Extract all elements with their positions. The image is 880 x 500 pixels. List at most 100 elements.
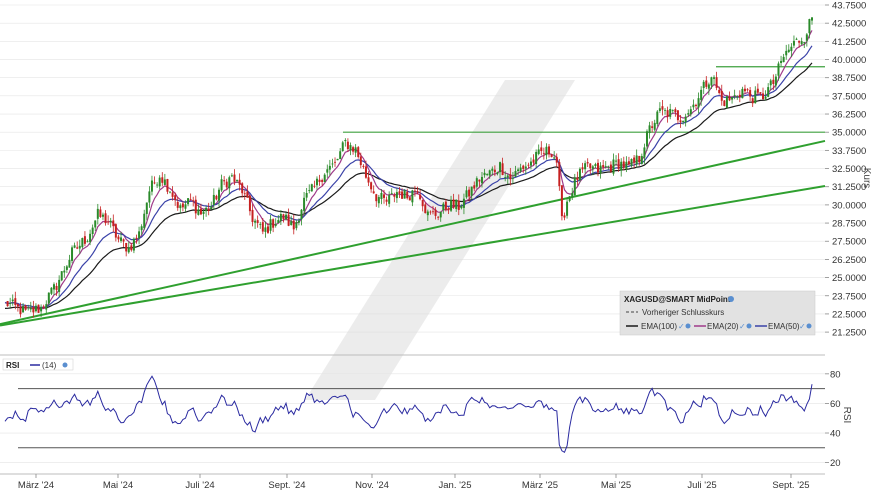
candle xyxy=(653,119,656,132)
candle xyxy=(563,212,566,221)
candle-body xyxy=(310,184,313,192)
candle-body xyxy=(705,80,708,87)
candle-body xyxy=(488,170,491,176)
candle xyxy=(233,169,236,186)
legend-ema20-settings-icon[interactable] xyxy=(746,323,752,329)
candle-body xyxy=(780,60,783,63)
candle xyxy=(393,192,396,203)
candle-body xyxy=(359,156,362,166)
candle xyxy=(589,163,592,175)
candle-body xyxy=(633,157,636,163)
candle xyxy=(620,158,623,177)
candle-body xyxy=(725,96,728,108)
candle-body xyxy=(682,120,685,122)
price-axis: 43.7500 42.5000 41.2500 40.0000 38.7500 37.50… xyxy=(825,1,866,339)
candle xyxy=(558,158,561,191)
candle-body xyxy=(774,76,777,86)
candle xyxy=(158,175,161,190)
price-tick-label: 37.5000 xyxy=(832,91,866,102)
candle xyxy=(468,186,471,202)
candle xyxy=(112,214,115,233)
candle xyxy=(615,155,618,166)
candle xyxy=(266,223,269,234)
candle xyxy=(176,196,179,211)
candle xyxy=(697,92,700,114)
candle xyxy=(684,113,687,127)
candle-body xyxy=(179,205,182,209)
rsi-settings-icon[interactable] xyxy=(62,362,68,368)
candle xyxy=(548,143,551,158)
candle-body xyxy=(166,179,169,192)
candle xyxy=(334,157,337,167)
candle-body xyxy=(34,305,37,312)
legend-settings-icon[interactable] xyxy=(728,296,734,302)
candle-body xyxy=(811,17,813,21)
price-tick-label: 23.7500 xyxy=(832,291,866,302)
candle xyxy=(32,300,35,318)
candle-body xyxy=(63,270,66,273)
candle xyxy=(746,88,749,92)
candle xyxy=(780,55,783,67)
candle-body xyxy=(514,171,517,177)
candle xyxy=(491,166,494,176)
candle-body xyxy=(233,174,236,182)
candle-body xyxy=(344,139,347,142)
candle-body xyxy=(395,192,398,199)
candle xyxy=(774,73,777,89)
candle xyxy=(762,87,765,100)
candle xyxy=(694,103,697,109)
candle-body xyxy=(751,98,754,104)
legend-ema100-settings-icon[interactable] xyxy=(685,323,691,329)
candle-body xyxy=(684,116,687,123)
candle-body xyxy=(694,104,697,106)
candle xyxy=(197,204,200,216)
candle-body xyxy=(181,203,184,208)
candle xyxy=(800,37,803,46)
candle-body xyxy=(321,180,324,182)
candle-body xyxy=(576,177,579,180)
candle-body xyxy=(749,90,752,97)
candle-body xyxy=(246,191,249,198)
candle-body xyxy=(777,63,780,76)
candle xyxy=(153,176,156,185)
candle-body xyxy=(334,161,337,163)
candle-body xyxy=(486,174,489,175)
legend-prev-close-label: Vorheriger Schlusskurs xyxy=(642,308,724,317)
candle xyxy=(607,165,610,170)
candle-body xyxy=(602,165,605,168)
price-tick-label: 33.7500 xyxy=(832,146,866,157)
legend-ema50-settings-icon[interactable] xyxy=(806,323,812,329)
price-tick-label: 26.2500 xyxy=(832,255,866,266)
watermark-logo xyxy=(305,80,575,400)
candle xyxy=(421,199,424,212)
legend-ema50-check-icon[interactable]: ✓ xyxy=(799,322,806,331)
legend-ema20-check-icon[interactable]: ✓ xyxy=(739,322,746,331)
candle-body xyxy=(501,163,504,176)
candle-body xyxy=(550,154,553,158)
time-tick-label: Mai '24 xyxy=(103,480,133,491)
candle xyxy=(37,304,40,314)
candle-body xyxy=(532,159,535,163)
candle-body xyxy=(622,161,625,168)
candle xyxy=(326,164,329,178)
legend-box xyxy=(619,290,816,336)
candle-body xyxy=(527,164,530,166)
candle-body xyxy=(808,19,811,34)
candle-body xyxy=(383,194,386,198)
candle-body xyxy=(754,90,757,104)
candle xyxy=(622,156,625,171)
candle xyxy=(787,44,790,54)
candle xyxy=(625,156,628,173)
legend-ema100-check-icon[interactable]: ✓ xyxy=(678,322,685,331)
candle xyxy=(527,162,530,169)
candle-body xyxy=(455,199,458,209)
candle xyxy=(148,186,151,208)
time-tick-label: Nov. '24 xyxy=(355,480,389,491)
candle-body xyxy=(612,159,615,174)
candle-body xyxy=(135,237,138,239)
candle xyxy=(578,167,581,183)
price-tick-label: 31.2500 xyxy=(832,182,866,193)
candle xyxy=(256,215,259,228)
candle xyxy=(707,82,710,95)
